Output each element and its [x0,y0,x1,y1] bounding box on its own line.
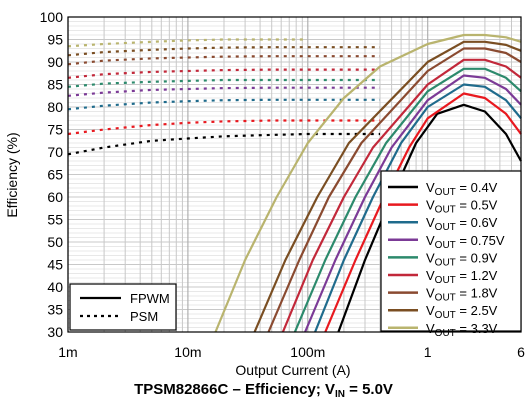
series-legend-label-0: VOUT = 0.4V [426,180,498,198]
chart-title: TPSM82866C – Efficiency; VIN = 5.0V [134,381,393,400]
x-tick-label: 1 [424,344,432,360]
series-legend-label-8: VOUT = 3.3V [426,321,498,339]
series-line-psm-2 [67,98,380,111]
y-tick-label: 100 [40,9,64,25]
y-tick-label: 40 [47,279,63,295]
series-legend-label-5: VOUT = 1.2V [426,268,498,286]
y-tick-label: 95 [47,32,63,48]
x-axis-title: Output Current (A) [235,362,350,378]
mode-legend-box [69,283,177,331]
series-line-fpwm-0 [337,103,522,333]
y-tick-label: 60 [47,189,63,205]
series-legend-label-7: VOUT = 2.5V [426,303,498,321]
series-line-psm-5 [67,68,380,79]
series-line-fpwm-5 [281,58,522,333]
x-tick-label: 100m [290,344,325,360]
series-line-fpwm-2 [314,83,522,333]
tick-labels: 30 35 40 45 50 55 60 65 70 75 80 85 90 95 100 1m 10m 100m… [40,9,525,360]
y-tick-label: 85 [47,77,63,93]
series-line-psm-1 [67,119,380,136]
mode-legend-psm-label: PSM [130,309,158,324]
y-tick-label: 35 [47,302,63,318]
x-tick-label: 10m [174,344,201,360]
y-tick-label: 70 [47,144,63,160]
y-tick-label: 50 [47,234,63,250]
series-layer [67,33,522,333]
mode-legend-fpwm-label: FPWM [130,291,170,306]
y-tick-label: 65 [47,167,63,183]
series-legend-label-6: VOUT = 1.8V [426,286,498,304]
y-tick-label: 90 [47,54,63,70]
y-axis-title: Efficiency (%) [4,132,20,217]
y-tick-label: 30 [47,324,63,340]
mode-legend: FPWM PSM [69,283,177,331]
series-line-fpwm-8 [214,33,522,333]
series-legend-label-1: VOUT = 0.5V [426,198,498,216]
series-line-psm-0 [67,132,380,156]
y-tick-label: 80 [47,99,63,115]
series-line-fpwm-7 [253,40,522,333]
series-line-fpwm-6 [267,47,522,333]
y-tick-label: 75 [47,122,63,138]
series-legend-box [380,170,522,332]
x-tick-label: 6 [517,344,525,360]
series-legend-label-4: VOUT = 0.9V [426,250,498,268]
series-legend-label-2: VOUT = 0.6V [426,215,498,233]
series-line-fpwm-4 [293,67,522,333]
series-legend-label-3: VOUT = 0.75V [426,233,505,251]
series-line-fpwm-1 [324,92,522,333]
series-line-fpwm-3 [304,74,522,333]
series-line-psm-6 [67,55,380,66]
series-line-psm-8 [67,38,308,48]
x-tick-label: 1m [58,344,77,360]
series-line-psm-7 [67,46,380,57]
series-line-psm-4 [67,78,380,88]
y-tick-label: 45 [47,257,63,273]
y-tick-label: 55 [47,212,63,228]
series-line-psm-3 [67,86,380,97]
